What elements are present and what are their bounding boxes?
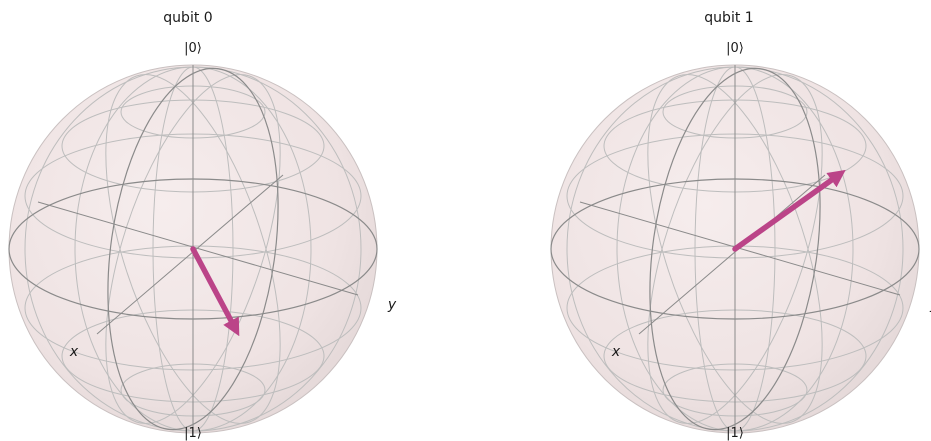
ket-zero-label: |0⟩ <box>184 41 202 56</box>
sphere-title: qubit 1 <box>704 10 753 26</box>
ket-one-label: |1⟩ <box>726 426 744 441</box>
x-axis <box>638 174 826 335</box>
x-axis <box>96 174 284 335</box>
ket-zero-label: |0⟩ <box>726 41 744 56</box>
meridian-circle <box>107 67 279 431</box>
state-vector-arrow <box>732 169 846 252</box>
ket-one-label: |1⟩ <box>184 426 202 441</box>
x-axis-label: x <box>611 344 621 360</box>
sphere-title: qubit 0 <box>163 10 212 26</box>
bloch-sphere-qubit-0: qubit 0 <box>8 10 397 441</box>
y-axis <box>37 201 359 296</box>
bloch-sphere-qubit-1: qubit 1 |0⟩ |1⟩ x y <box>550 10 931 441</box>
x-axis-label: x <box>69 344 79 360</box>
y-axis-label: y <box>929 297 931 313</box>
state-vector-arrow <box>190 246 240 337</box>
y-axis-label: y <box>387 297 397 313</box>
meridian-circle <box>649 67 821 431</box>
